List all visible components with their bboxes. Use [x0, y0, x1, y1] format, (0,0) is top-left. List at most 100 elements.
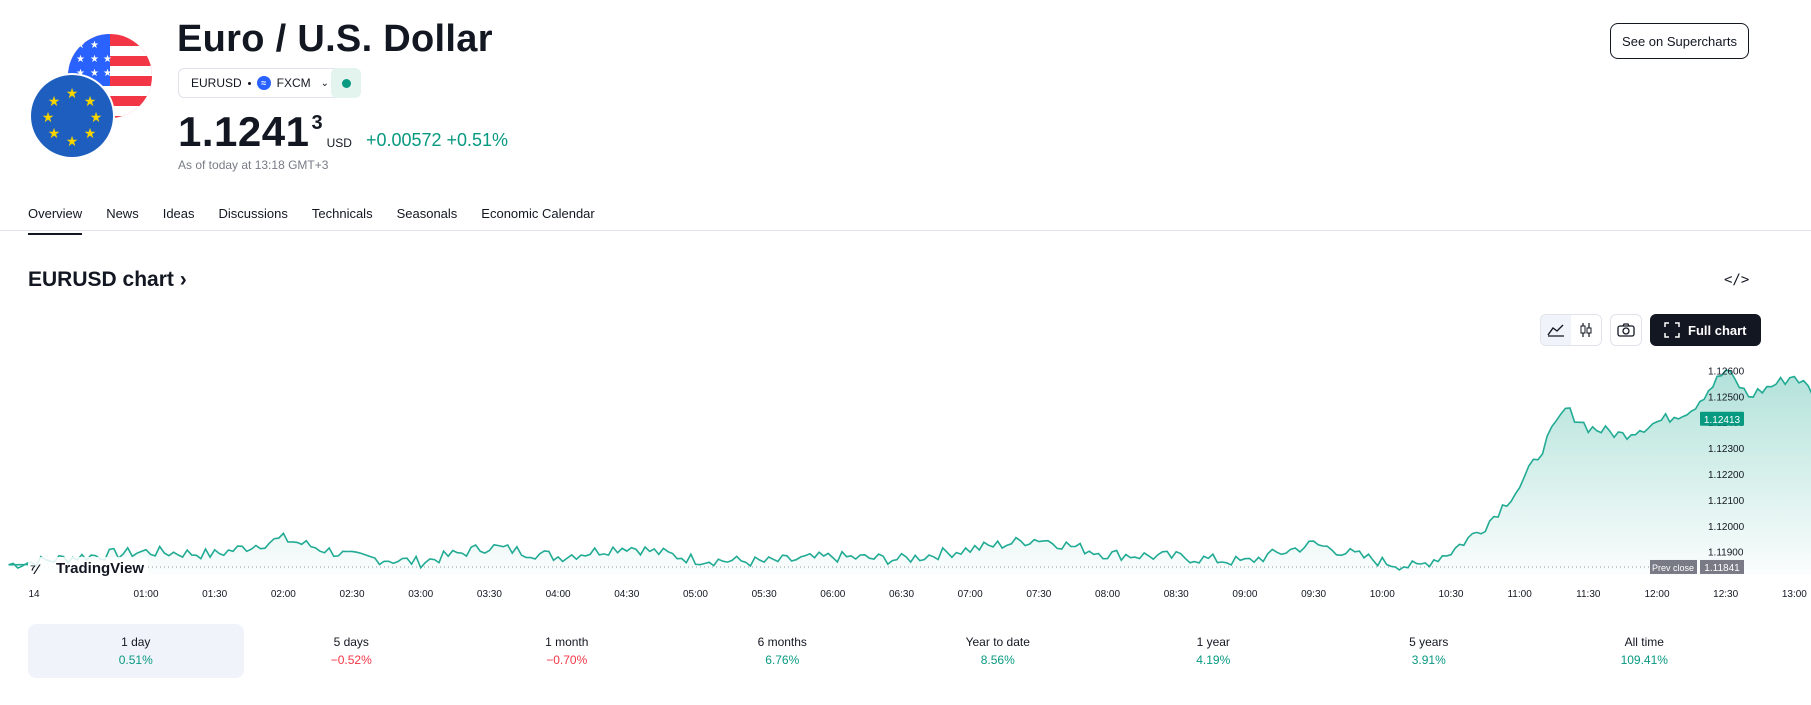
tabs-divider [0, 230, 1811, 231]
x-tick-label: 01:00 [133, 589, 158, 600]
x-tick-label: 06:30 [889, 589, 914, 600]
svg-text:★: ★ [90, 40, 99, 51]
x-tick-label: 07:30 [1026, 589, 1051, 600]
tradingview-watermark: TradingView [56, 560, 144, 577]
period-change-value: 0.51% [118, 653, 153, 667]
tab-overview[interactable]: Overview [28, 198, 83, 235]
price-currency: USD [326, 136, 352, 150]
chevron-down-icon: ⌄ [320, 77, 330, 89]
prev-close-badge [1700, 559, 1744, 574]
performance-periods: 1 day 0.51% 5 days −0.52% 1 month −0.70% 6 mon… [28, 624, 1752, 678]
x-tick-label: 12:00 [1644, 589, 1669, 600]
y-tick-label: 1.12600 [1708, 366, 1745, 377]
period-label: 6 months [757, 635, 807, 649]
period-change-value: 6.76% [765, 653, 800, 667]
x-tick-label: 13:00 [1782, 589, 1807, 600]
full-chart-label: Full chart [1688, 322, 1747, 338]
x-tick-label: 12:30 [1713, 589, 1738, 600]
svg-text:★: ★ [66, 134, 79, 150]
chart-section-title[interactable]: EURUSD chart › [28, 268, 187, 292]
fxcm-logo-icon: ≈ [256, 76, 271, 90]
svg-text:★: ★ [84, 94, 97, 110]
period-label: 1 year [1196, 635, 1230, 649]
svg-text:★: ★ [42, 110, 55, 126]
price-chart[interactable]: 1.126001.125001.124001.123001.122001.121… [0, 340, 1811, 602]
svg-text:★: ★ [66, 86, 79, 102]
x-tick-label: 14 [28, 589, 40, 600]
period-6-months[interactable]: 6 months 6.76% [675, 624, 891, 678]
x-tick-label: 11:30 [1576, 589, 1601, 600]
x-tick-label: 04:00 [546, 589, 571, 600]
period-change-value: 8.56% [980, 653, 1015, 667]
x-tick-label: 08:30 [1164, 589, 1189, 600]
tab-seasonals[interactable]: Seasonals [396, 206, 458, 221]
period-year-to-date[interactable]: Year to date 8.56% [890, 624, 1106, 678]
period-5-days[interactable]: 5 days −0.52% [244, 624, 460, 678]
watermark-bg [28, 557, 148, 579]
period-label: 5 days [333, 635, 369, 649]
currency-flags: ★ ★ ★ ★ ★ ★ ★ ★ ★ ★ ★ ★ ★ ★ ★ ★ [26, 32, 156, 162]
period-label: All time [1624, 635, 1664, 649]
price-fraction-digit: 3 [311, 112, 323, 134]
period-1-day[interactable]: 1 day 0.51% [28, 624, 244, 678]
page-title: Euro / U.S. Dollar [177, 18, 493, 60]
x-tick-label: 04:30 [614, 589, 639, 600]
svg-text:★: ★ [103, 54, 112, 65]
x-tick-label: 11:00 [1507, 589, 1532, 600]
see-on-supercharts-button[interactable]: See on Supercharts [1610, 23, 1749, 59]
x-tick-label: 10:30 [1438, 589, 1463, 600]
svg-text:★: ★ [90, 110, 103, 126]
svg-text:★: ★ [90, 68, 99, 79]
prev-close-tag-label: Prev close [1652, 563, 1694, 573]
x-tick-label: 05:00 [683, 589, 708, 600]
chart-toolbar: Full chart [1540, 314, 1761, 346]
x-tick-label: 05:30 [752, 589, 777, 600]
tradingview-logo-icon: ⁷⁄ [30, 561, 41, 577]
price-display: 1.1241 3 USD +0.00572 +0.51% [178, 108, 508, 156]
exchange-label: FXCM [276, 76, 311, 90]
market-open-dot-icon [341, 78, 351, 88]
svg-text:★: ★ [84, 126, 97, 142]
period-1-year[interactable]: 1 year 4.19% [1106, 624, 1322, 678]
period-change-value: 3.91% [1411, 653, 1446, 667]
x-tick-label: 07:00 [958, 589, 983, 600]
tab-news[interactable]: News [106, 206, 139, 221]
tab-discussions[interactable]: Discussions [218, 206, 288, 221]
price-series-line [8, 369, 1811, 571]
separator-dot [247, 81, 251, 85]
market-status-indicator[interactable] [331, 68, 361, 98]
svg-text:★: ★ [76, 68, 85, 79]
symbol-exchange-selector[interactable]: EURUSD ≈ FXCM ⌄ [178, 68, 341, 98]
period-5-years[interactable]: 5 years 3.91% [1321, 624, 1537, 678]
candlestick-chart-icon[interactable] [1571, 315, 1601, 345]
tab-ideas[interactable]: Ideas [162, 206, 195, 221]
tab-economic-calendar[interactable]: Economic Calendar [481, 206, 595, 221]
svg-text:★: ★ [48, 94, 61, 110]
embed-code-icon[interactable]: </> [1724, 272, 1750, 288]
svg-text:★: ★ [76, 54, 85, 65]
x-tick-label: 02:00 [271, 589, 296, 600]
svg-text:★: ★ [76, 40, 85, 51]
y-tick-label: 1.12500 [1708, 392, 1745, 403]
prev-close-tag [1650, 559, 1697, 574]
screenshot-camera-icon[interactable] [1610, 314, 1642, 346]
x-tick-label: 03:00 [408, 589, 433, 600]
period-1-month[interactable]: 1 month −0.70% [459, 624, 675, 678]
tab-technicals[interactable]: Technicals [311, 206, 373, 221]
area-chart-icon[interactable] [1541, 315, 1571, 345]
symbol-label: EURUSD [191, 76, 242, 90]
full-chart-button[interactable]: Full chart [1650, 314, 1761, 346]
chevron-right-icon: › [173, 268, 187, 291]
fullscreen-icon [1664, 322, 1680, 338]
x-tick-label: 01:30 [202, 589, 227, 600]
period-all-time[interactable]: All time 109.41% [1537, 624, 1753, 678]
price-change: +0.00572 +0.51% [365, 130, 509, 150]
x-tick-label: 10:00 [1370, 589, 1395, 600]
svg-text:★: ★ [48, 126, 61, 142]
eu-flag-icon: ★ ★ ★ ★ ★ ★ ★ ★ [29, 73, 115, 159]
chart-style-toggle [1540, 314, 1602, 346]
x-tick-label: 08:00 [1095, 589, 1120, 600]
y-tick-label: 1.12000 [1708, 522, 1745, 533]
as-of-timestamp: As of today at 13:18 GMT+3 [178, 158, 329, 172]
x-tick-label: 03:30 [477, 589, 502, 600]
